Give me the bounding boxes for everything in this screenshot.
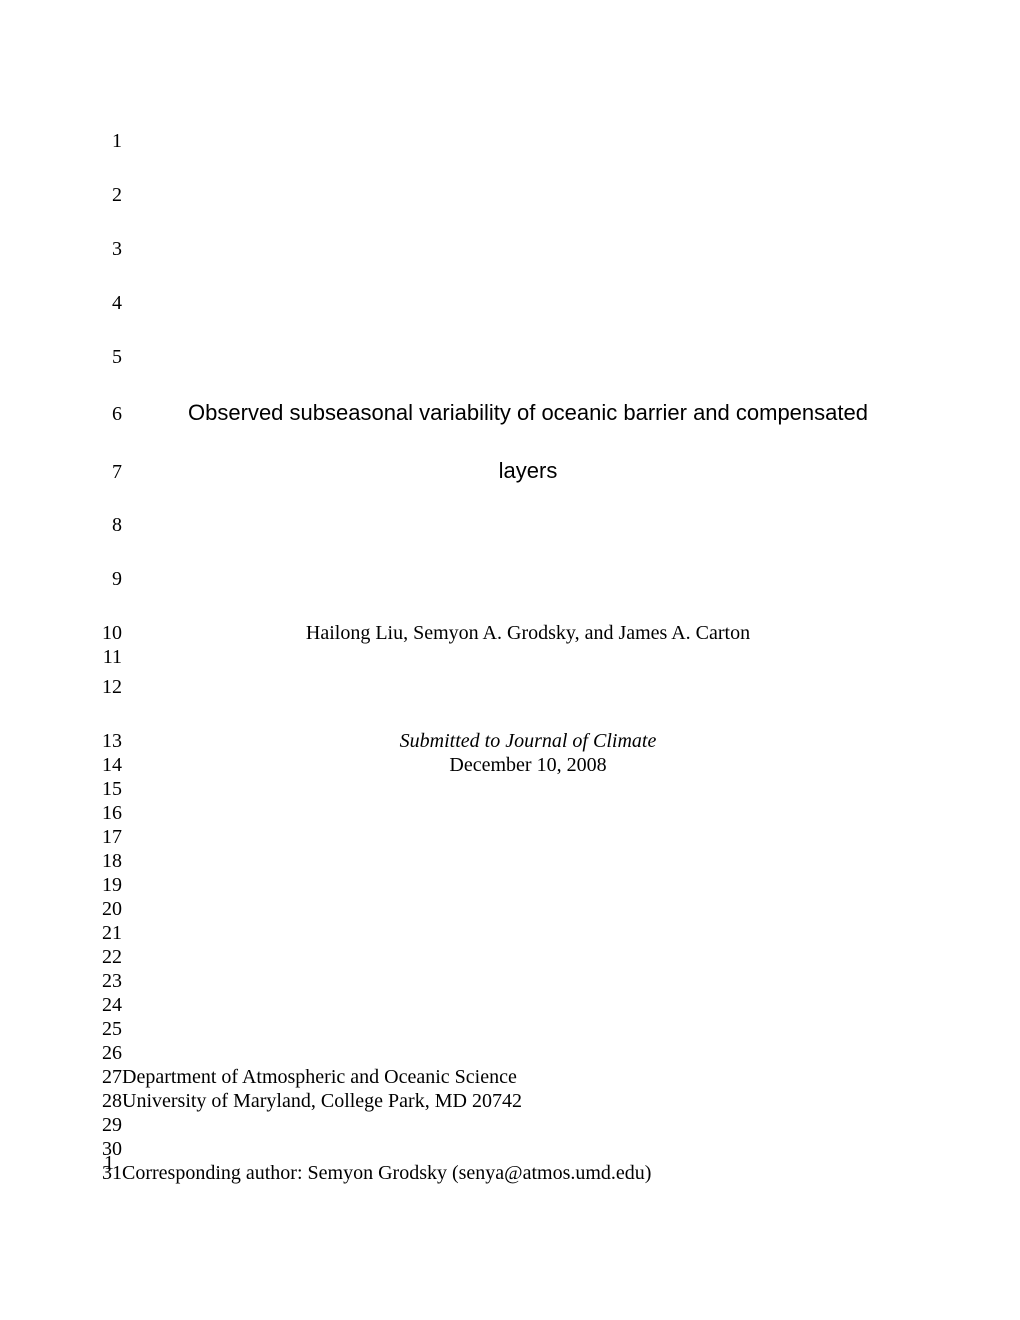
line-9: 9	[100, 568, 920, 592]
line-number: 6	[100, 403, 122, 426]
line-31-corresponding: 31 Corresponding author: Semyon Grodsky …	[100, 1162, 920, 1186]
line-number: 7	[100, 461, 122, 484]
line-number: 5	[100, 346, 122, 369]
line-number: 27	[100, 1066, 122, 1089]
line-19: 19	[100, 874, 920, 898]
submitted-line: Submitted to Journal of Climate	[122, 730, 920, 753]
line-18: 18	[100, 850, 920, 874]
line-number: 16	[100, 802, 122, 825]
line-14-date: 14 December 10, 2008	[100, 754, 920, 778]
line-number: 23	[100, 970, 122, 993]
document-page: 1 2 3 4 5 6 Observed subseasonal variabi…	[0, 0, 1020, 1320]
line-20: 20	[100, 898, 920, 922]
date-text: December 10, 2008	[136, 754, 920, 777]
line-number: 25	[100, 1018, 122, 1041]
line-number: 10	[100, 622, 122, 645]
university-text: University of Maryland, College Park, MD…	[122, 1090, 920, 1113]
line-22: 22	[100, 946, 920, 970]
page-number: 1	[104, 1152, 114, 1175]
line-25: 25	[100, 1018, 920, 1042]
line-number: 1	[100, 130, 122, 153]
line-number: 8	[100, 514, 122, 537]
line-number: 14	[100, 754, 122, 777]
line-number: 3	[100, 238, 122, 261]
line-15: 15	[100, 778, 920, 802]
line-number: 9	[100, 568, 122, 591]
line-3: 3	[100, 238, 920, 262]
title-text-2: layers	[136, 458, 920, 484]
submitted-text: Submitted to Journal of Climate	[136, 730, 920, 753]
authors-text: Hailong Liu, Semyon A. Grodsky, and Jame…	[136, 622, 920, 645]
line-number: 24	[100, 994, 122, 1017]
line-21: 21	[100, 922, 920, 946]
title-line-2: layers	[122, 458, 920, 484]
line-26: 26	[100, 1042, 920, 1066]
line-27-dept: 27 Department of Atmospheric and Oceanic…	[100, 1066, 920, 1090]
line-24: 24	[100, 994, 920, 1018]
line-2: 2	[100, 184, 920, 208]
line-number: 21	[100, 922, 122, 945]
department-text: Department of Atmospheric and Oceanic Sc…	[122, 1066, 920, 1089]
line-6-title: 6 Observed subseasonal variability of oc…	[100, 400, 920, 426]
title-text-1: Observed subseasonal variability of ocea…	[136, 400, 920, 426]
line-7-title: 7 layers	[100, 458, 920, 484]
line-28-univ: 28 University of Maryland, College Park,…	[100, 1090, 920, 1114]
title-line-1: Observed subseasonal variability of ocea…	[122, 400, 920, 426]
line-number: 17	[100, 826, 122, 849]
line-number: 29	[100, 1114, 122, 1137]
line-number: 28	[100, 1090, 122, 1113]
line-8: 8	[100, 514, 920, 538]
line-30: 30	[100, 1138, 920, 1162]
line-1: 1	[100, 130, 920, 154]
line-10-authors: 10 Hailong Liu, Semyon A. Grodsky, and J…	[100, 622, 920, 646]
line-number: 12	[100, 676, 122, 699]
date-line: December 10, 2008	[122, 754, 920, 777]
line-23: 23	[100, 970, 920, 994]
line-29: 29	[100, 1114, 920, 1138]
line-number: 2	[100, 184, 122, 207]
line-4: 4	[100, 292, 920, 316]
line-number: 18	[100, 850, 122, 873]
line-number: 20	[100, 898, 122, 921]
line-number: 11	[100, 646, 122, 669]
corresponding-author-text: Corresponding author: Semyon Grodsky (se…	[122, 1162, 920, 1185]
line-number: 13	[100, 730, 122, 753]
line-number: 19	[100, 874, 122, 897]
line-17: 17	[100, 826, 920, 850]
line-number: 22	[100, 946, 122, 969]
line-13-submitted: 13 Submitted to Journal of Climate	[100, 730, 920, 754]
authors-line: Hailong Liu, Semyon A. Grodsky, and Jame…	[122, 622, 920, 645]
line-12: 12	[100, 676, 920, 700]
line-number: 4	[100, 292, 122, 315]
line-5: 5	[100, 346, 920, 370]
line-11: 11	[100, 646, 920, 670]
line-number: 15	[100, 778, 122, 801]
line-16: 16	[100, 802, 920, 826]
line-number: 26	[100, 1042, 122, 1065]
